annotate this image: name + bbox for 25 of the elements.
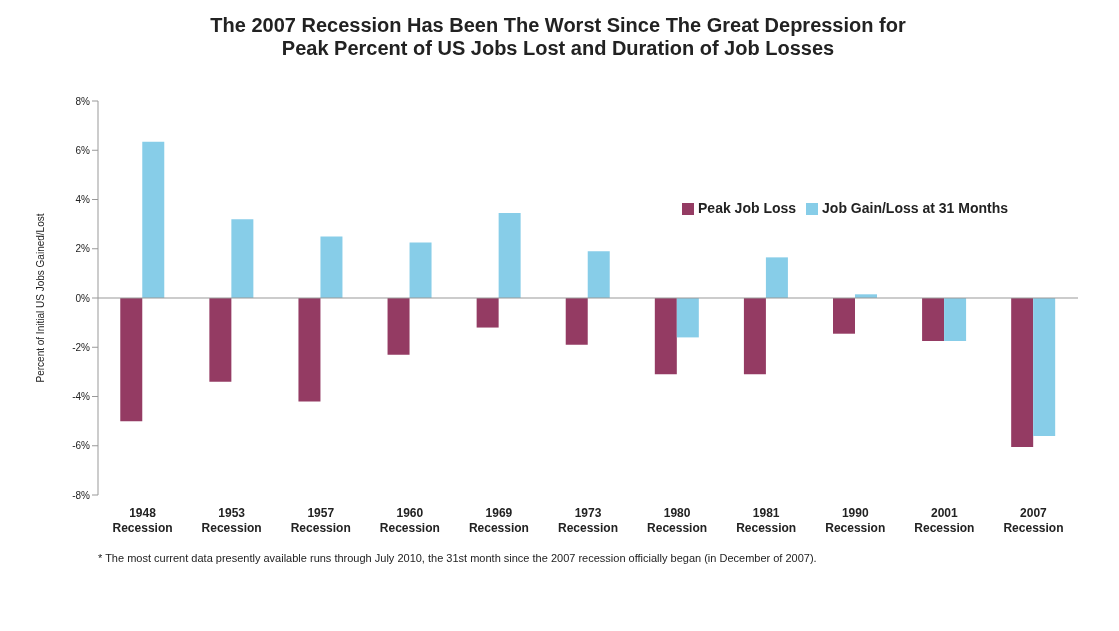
y-tick-label: 2% [75,243,91,255]
x-tick-label: 1990 Recession [825,506,886,535]
y-tick-label: -2% [72,341,91,353]
x-tick-label: 1960 Recession [379,506,440,535]
x-tick-label: 1953 Recession [201,506,262,535]
y-tick-label: -8% [72,489,91,501]
y-tick-label: 6% [75,144,91,156]
text: * The most current data presently available runs through July 2010, the 31st month since the 2007 recession officially began (in December of 2007). [98,552,818,564]
x-tick-label: 1973 Recession [557,506,619,535]
y-tick-label: 8% [75,95,91,107]
x-tick-label: 1957 Recession [290,506,351,535]
y-tick-label: 0% [75,292,91,304]
y-tick-label: -4% [72,391,91,403]
x-tick-label: 1969 Recession [468,506,529,535]
x-tick-label: 1981 Recession [736,506,797,535]
chart-title: The 2007 Recession Has Been The Worst Since The Great Depression for Peak Percent of US Jobs Lost and Duration of Job Losses [209,14,907,60]
legend-label: Job Gain/Loss at 31 Months [822,200,1008,216]
legend-label: Peak Job Loss [698,200,797,216]
x-tick-label: 2007 Recession [1003,506,1064,535]
x-tick-label: 1948 Recession [112,506,173,535]
y-tick-label: 4% [75,194,91,206]
y-axis-title: Percent of Initial US Jobs Gained/Lost [34,213,46,383]
x-tick-label: 1980 Recession [647,506,708,535]
y-tick-label: -6% [72,440,91,452]
x-tick-label: 2001 Recession [914,506,975,535]
